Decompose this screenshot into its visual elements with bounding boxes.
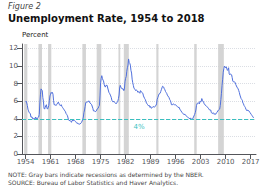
svg-text:6: 6 xyxy=(14,97,19,105)
svg-text:1982: 1982 xyxy=(117,158,135,166)
svg-text:Figure 2: Figure 2 xyxy=(8,2,41,11)
svg-text:SOURCE: Bureau of Labor Statis: SOURCE: Bureau of Labor Statistics and H… xyxy=(8,179,178,187)
svg-text:1989: 1989 xyxy=(142,158,160,166)
svg-text:1954: 1954 xyxy=(17,158,35,166)
svg-text:10: 10 xyxy=(9,62,18,70)
svg-text:4: 4 xyxy=(14,115,19,123)
svg-text:1968: 1968 xyxy=(67,158,85,166)
svg-text:1961: 1961 xyxy=(42,158,60,166)
svg-text:Unemployment Rate, 1954 to 201: Unemployment Rate, 1954 to 2018 xyxy=(8,13,205,24)
svg-text:4%: 4% xyxy=(133,123,144,131)
svg-text:2010: 2010 xyxy=(217,158,235,166)
svg-text:2017: 2017 xyxy=(242,158,260,166)
svg-text:0: 0 xyxy=(13,150,18,158)
svg-text:12: 12 xyxy=(9,44,18,52)
svg-text:1996: 1996 xyxy=(167,158,185,166)
svg-text:2003: 2003 xyxy=(192,158,210,166)
svg-text:1975: 1975 xyxy=(92,158,110,166)
svg-text:2: 2 xyxy=(14,132,18,140)
svg-text:NOTE: Gray bars indicate reces: NOTE: Gray bars indicate recessions as d… xyxy=(8,171,204,179)
svg-text:Percent: Percent xyxy=(22,31,49,39)
svg-text:8: 8 xyxy=(14,80,18,88)
